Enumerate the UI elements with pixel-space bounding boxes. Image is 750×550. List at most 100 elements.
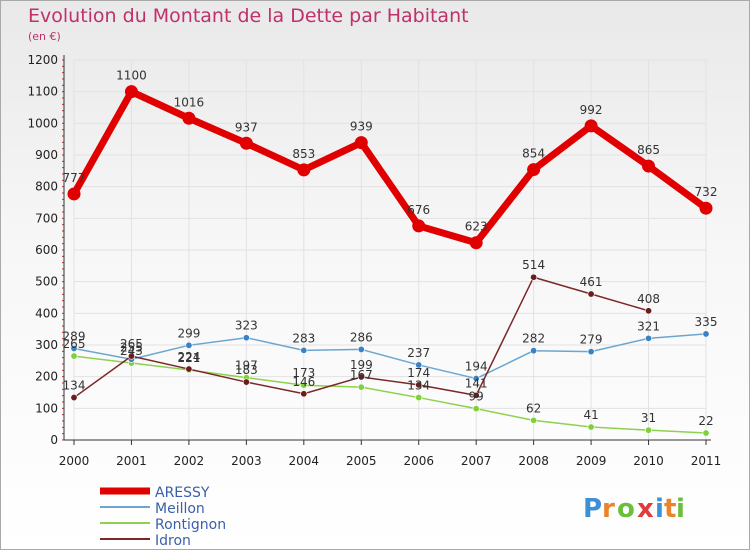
x-tick-label: 2005 (346, 454, 377, 468)
data-label-meillon: 321 (637, 319, 660, 333)
series-layer (67, 85, 713, 437)
data-label-rontignon: 134 (407, 379, 430, 393)
svg-text:i: i (655, 494, 664, 524)
data-label-idron: 265 (120, 337, 143, 351)
y-tick-label: 100 (35, 401, 58, 415)
data-point-meillon (185, 341, 193, 349)
x-tick-label: 2006 (403, 454, 434, 468)
data-point-aressy (412, 219, 426, 233)
data-label-meillon: 299 (177, 326, 200, 340)
data-point-idron (70, 394, 78, 402)
unit-label: (en €) (28, 30, 61, 43)
y-tick-label: 200 (35, 370, 58, 384)
data-label-idron: 174 (407, 366, 430, 380)
data-label-aressy: 777 (63, 171, 86, 185)
y-tick-label: 600 (35, 243, 58, 257)
y-tick-label: 800 (35, 180, 58, 194)
data-point-meillon (242, 334, 250, 342)
data-point-rontignon (587, 423, 595, 431)
data-point-rontignon (702, 429, 710, 437)
x-tick-label: 2010 (633, 454, 664, 468)
data-label-rontignon: 41 (583, 408, 598, 422)
data-point-meillon (70, 344, 78, 352)
y-tick-label: 1200 (27, 53, 58, 67)
y-tick-label: 500 (35, 275, 58, 289)
legend-label-aressy: ARESSY (155, 485, 210, 501)
data-label-rontignon: 243 (120, 344, 143, 358)
data-point-aressy (584, 119, 598, 133)
x-tick-label: 2000 (59, 454, 90, 468)
data-label-idron: 134 (63, 379, 86, 393)
data-label-aressy: 1100 (116, 69, 147, 83)
data-point-aressy (354, 136, 368, 150)
data-point-meillon (357, 345, 365, 353)
data-label-idron: 199 (350, 358, 373, 372)
data-label-rontignon: 167 (350, 368, 373, 382)
data-point-rontignon (530, 416, 538, 424)
data-label-rontignon: 62 (526, 401, 541, 415)
data-label-rontignon: 173 (292, 366, 315, 380)
data-point-meillon (702, 330, 710, 338)
data-label-meillon: 282 (522, 332, 545, 346)
data-point-meillon (300, 346, 308, 354)
axes: 0 100 200 300 400 500 600 700 800 900 1000 1100 1200… (27, 53, 721, 468)
data-label-idron: 514 (522, 258, 545, 272)
data-label-aressy: 854 (522, 147, 545, 161)
data-label-rontignon: 99 (469, 390, 484, 404)
data-label-idron: 141 (465, 376, 488, 390)
data-label-aressy: 1016 (174, 95, 205, 109)
y-tick-label: 1100 (27, 85, 58, 99)
x-tick-label: 2002 (174, 454, 205, 468)
x-tick-label: 2007 (461, 454, 492, 468)
data-label-meillon: 283 (292, 331, 315, 345)
data-point-aressy (527, 163, 541, 177)
legend-label-idron: Idron (155, 533, 191, 549)
data-point-aressy (469, 236, 483, 250)
data-point-meillon (415, 361, 423, 369)
data-label-meillon: 335 (695, 315, 718, 329)
data-label-aressy: 732 (695, 185, 718, 199)
y-tick-label: 700 (35, 211, 58, 225)
data-label-idron: 183 (235, 363, 258, 377)
data-point-idron (415, 381, 423, 389)
x-tick-label: 2004 (289, 454, 320, 468)
data-label-meillon: 286 (350, 330, 373, 344)
data-point-meillon (530, 347, 538, 355)
data-label-rontignon: 22 (698, 414, 713, 428)
legend-label-meillon: Meillon (155, 501, 205, 517)
data-label-aressy: 676 (407, 203, 430, 217)
data-point-aressy (642, 159, 656, 173)
data-point-idron (185, 365, 193, 373)
data-point-idron (357, 373, 365, 381)
data-point-meillon (587, 348, 595, 356)
x-tick-label: 2009 (576, 454, 607, 468)
data-label-idron: 461 (580, 275, 603, 289)
data-point-rontignon (415, 394, 423, 402)
data-label-rontignon: 221 (177, 351, 200, 365)
y-tick-label: 400 (35, 306, 58, 320)
y-tick-label: 900 (35, 148, 58, 162)
data-point-idron (530, 273, 538, 281)
x-tick-label: 2003 (231, 454, 262, 468)
svg-text:P: P (583, 494, 602, 524)
series-line-aressy (70, 88, 710, 247)
data-label-aressy: 865 (637, 143, 660, 157)
series-line-rontignon (73, 355, 707, 434)
data-point-aressy (124, 85, 138, 99)
data-label-meillon: 194 (465, 360, 488, 374)
svg-text:i: i (676, 494, 685, 524)
data-point-rontignon (645, 426, 653, 434)
data-label-aressy: 853 (292, 147, 315, 161)
data-label-rontignon: 265 (63, 337, 86, 351)
svg-text:x: x (637, 494, 654, 524)
x-tick-label: 2011 (691, 454, 722, 468)
series-line-meillon (73, 333, 707, 380)
data-point-rontignon (300, 381, 308, 389)
svg-text:r: r (602, 494, 615, 524)
data-point-idron (472, 391, 480, 399)
data-label-meillon: 255 (120, 340, 143, 354)
x-tick-label: 2001 (116, 454, 147, 468)
